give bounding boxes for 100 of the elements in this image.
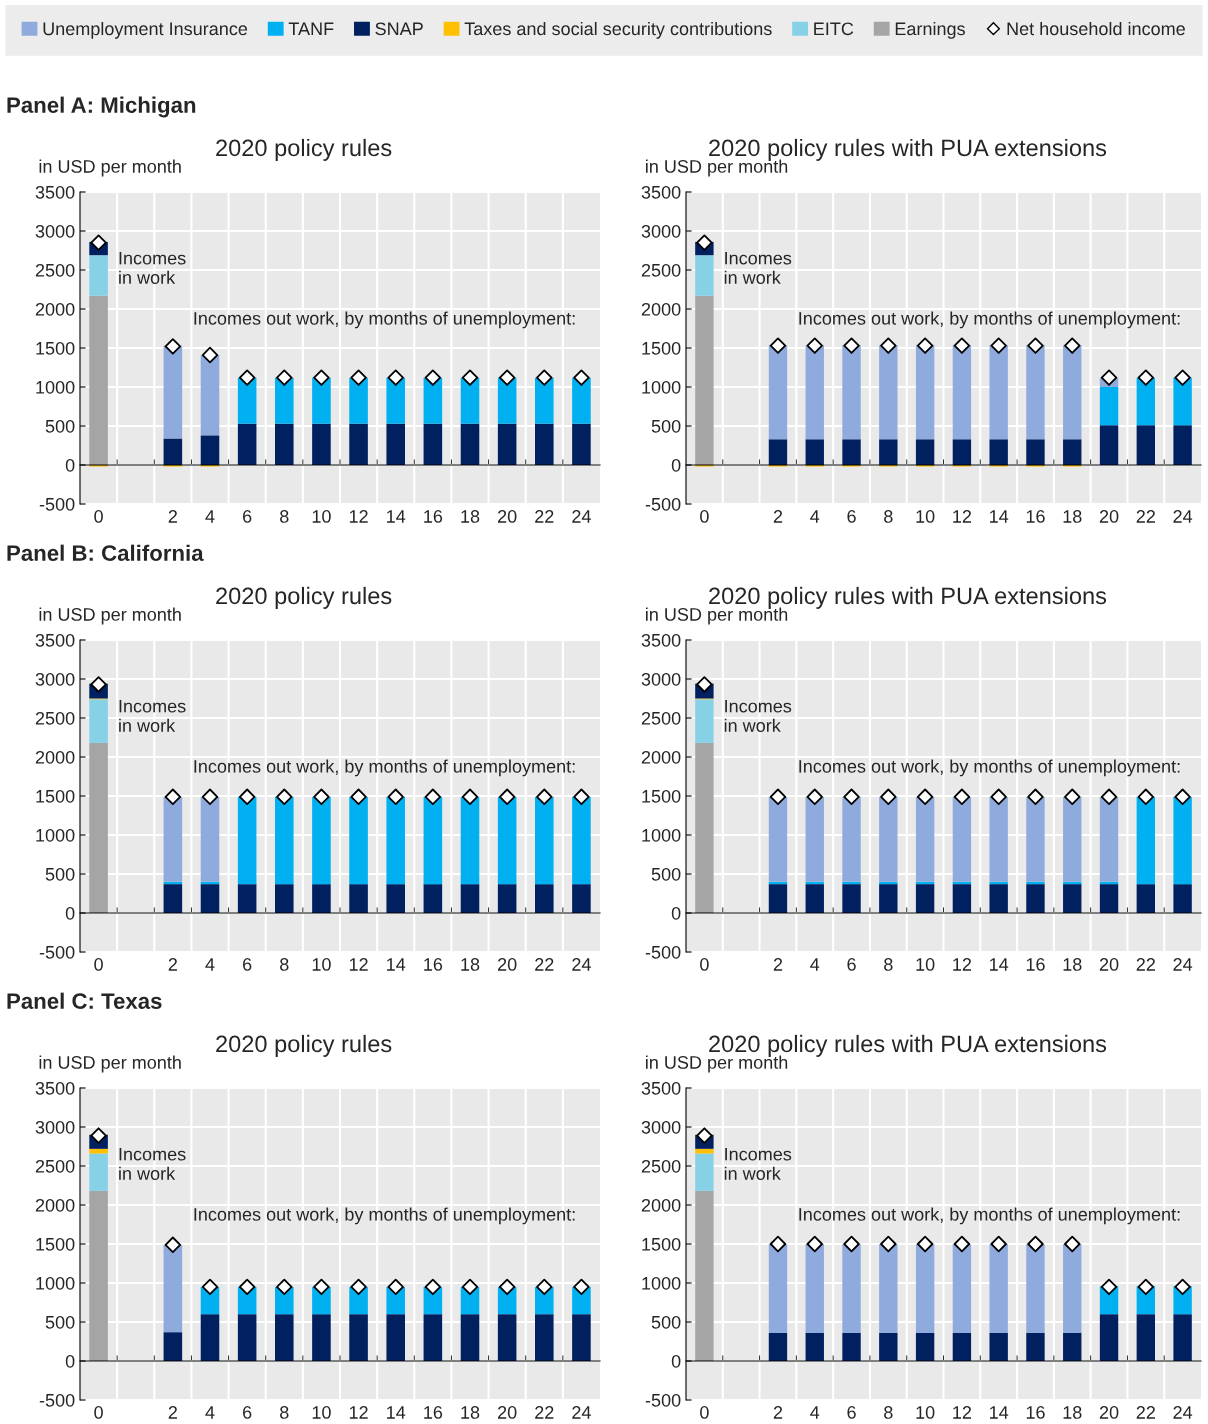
y-tick-label: 500 xyxy=(45,419,75,433)
x-tick-label: 24 xyxy=(572,958,591,971)
annotation: Incomes in work xyxy=(119,699,186,732)
y-tick-label: 1500 xyxy=(642,341,681,355)
y-tick-label: 2000 xyxy=(641,302,681,316)
y-tick-label: 1500 xyxy=(36,1237,75,1251)
x-tick-label: 24 xyxy=(1173,958,1193,971)
x-tick-label: 0 xyxy=(94,510,103,523)
x-tick-label: 2 xyxy=(168,1406,177,1419)
chart-subtitle: 2020 policy rules with PUA extensions xyxy=(709,1034,1107,1057)
legend-label: Earnings xyxy=(895,21,965,39)
y-tick-label: 0 xyxy=(65,458,75,472)
x-tick-label: 6 xyxy=(847,1406,856,1419)
x-tick-label: 10 xyxy=(916,1406,935,1419)
y-tick-label: 2000 xyxy=(641,750,681,764)
x-tick-label: 10 xyxy=(312,1406,331,1419)
x-tick-label: 0 xyxy=(94,1406,103,1419)
y-tick-label: 500 xyxy=(651,419,681,433)
x-tick-label: 6 xyxy=(847,510,856,523)
x-tick-label: 10 xyxy=(312,958,331,971)
y-tick-label: -500 xyxy=(645,945,681,959)
y-tick-label: 2000 xyxy=(35,1198,75,1212)
x-tick-label: 16 xyxy=(424,1406,443,1419)
y-tick-label: -500 xyxy=(39,945,75,959)
y-axis-title: in USD per month xyxy=(646,1055,788,1073)
y-tick-label: 2500 xyxy=(35,711,75,725)
x-tick-label: 4 xyxy=(205,510,215,523)
x-tick-label: 24 xyxy=(572,510,591,523)
x-tick-label: 10 xyxy=(916,958,935,971)
y-tick-label: 500 xyxy=(651,867,681,881)
y-tick-label: 3500 xyxy=(641,185,681,199)
y-tick-label: -500 xyxy=(645,497,681,511)
x-tick-label: 20 xyxy=(498,510,517,523)
y-tick-label: -500 xyxy=(645,1393,681,1407)
y-tick-label: -500 xyxy=(39,1393,75,1407)
legend-label: EITC xyxy=(814,22,854,36)
y-tick-label: 2000 xyxy=(35,750,75,764)
chart-subtitle: 2020 policy rules xyxy=(216,586,392,609)
x-tick-label: 2 xyxy=(773,958,783,971)
y-axis-title: in USD per month xyxy=(646,159,788,177)
y-tick-label: 2500 xyxy=(641,263,681,277)
x-tick-label: 14 xyxy=(387,510,406,523)
x-tick-label: 4 xyxy=(810,510,820,523)
y-tick-label: 0 xyxy=(65,1354,75,1368)
x-tick-label: 14 xyxy=(990,510,1009,523)
annotation: Incomes in work xyxy=(724,251,792,284)
x-tick-label: 0 xyxy=(700,958,709,971)
x-tick-label: 22 xyxy=(535,510,554,523)
x-tick-label: 16 xyxy=(1026,958,1045,971)
annotation: Incomes in work xyxy=(724,1147,792,1180)
y-tick-label: 2500 xyxy=(35,263,75,277)
y-tick-label: 3000 xyxy=(35,672,75,686)
x-tick-label: 4 xyxy=(205,958,215,971)
x-tick-label: 10 xyxy=(916,510,935,523)
x-tick-label: 24 xyxy=(572,1406,591,1419)
legend-label: Net household income xyxy=(1007,21,1185,36)
y-tick-label: 3500 xyxy=(641,633,681,647)
x-tick-label: 20 xyxy=(1099,958,1119,971)
y-tick-label: -500 xyxy=(39,497,75,511)
chart-title: Panel B: California xyxy=(7,544,204,561)
x-tick-label: 14 xyxy=(990,1406,1009,1419)
x-tick-label: 2 xyxy=(168,510,177,523)
x-tick-label: 22 xyxy=(1136,958,1155,971)
x-tick-label: 0 xyxy=(700,1406,709,1419)
y-axis-title: in USD per month xyxy=(39,159,181,177)
x-tick-label: 8 xyxy=(884,1406,893,1419)
legend-label: Unemployment Insurance xyxy=(43,21,248,39)
y-tick-label: 2500 xyxy=(641,711,681,725)
x-tick-label: 8 xyxy=(280,1406,289,1419)
y-tick-label: 3500 xyxy=(35,633,75,647)
y-tick-label: 0 xyxy=(671,1354,681,1368)
x-tick-label: 14 xyxy=(990,958,1009,971)
chart-title: Panel C: Texas xyxy=(7,992,162,1009)
x-tick-label: 12 xyxy=(953,958,972,971)
chart-subtitle: 2020 policy rules with PUA extensions xyxy=(709,138,1107,161)
x-tick-label: 10 xyxy=(312,510,331,523)
x-tick-label: 24 xyxy=(1173,510,1193,523)
y-tick-label: 3000 xyxy=(641,672,681,686)
x-tick-label: 6 xyxy=(243,510,252,523)
y-tick-label: 3000 xyxy=(641,1120,681,1134)
y-axis-title: in USD per month xyxy=(646,607,788,625)
x-tick-label: 12 xyxy=(349,1406,368,1419)
y-tick-label: 3500 xyxy=(35,1081,75,1095)
x-tick-label: 22 xyxy=(535,958,554,971)
x-tick-label: 22 xyxy=(1136,510,1155,523)
y-tick-label: 1500 xyxy=(642,789,681,803)
legend-label: TANF xyxy=(288,22,334,36)
legend-label: SNAP xyxy=(375,22,423,36)
y-tick-label: 500 xyxy=(45,867,75,881)
y-tick-label: 1000 xyxy=(36,828,75,842)
y-tick-label: 3000 xyxy=(35,1120,75,1134)
y-tick-label: 1000 xyxy=(36,380,75,394)
x-tick-label: 18 xyxy=(461,510,480,523)
y-tick-label: 1500 xyxy=(36,789,75,803)
y-tick-label: 500 xyxy=(651,1315,681,1329)
x-tick-label: 6 xyxy=(847,958,856,971)
chart-subtitle: 2020 policy rules xyxy=(216,138,392,161)
annotation: Incomes in work xyxy=(724,699,792,732)
x-tick-label: 6 xyxy=(243,958,252,971)
x-tick-label: 0 xyxy=(700,510,709,523)
